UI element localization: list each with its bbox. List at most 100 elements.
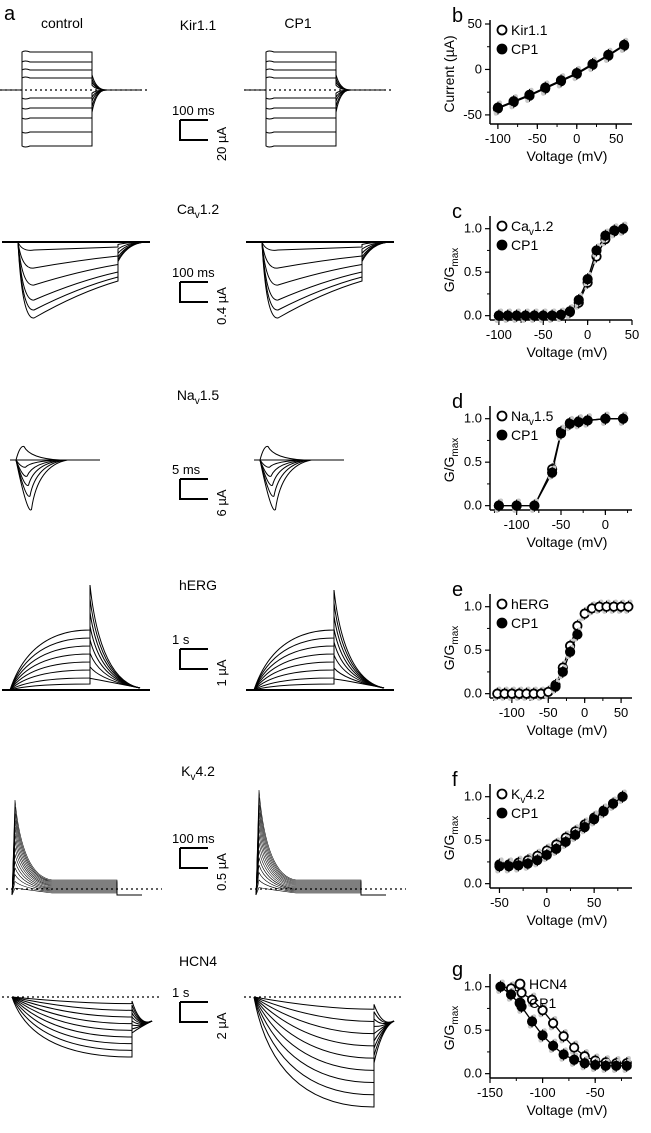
current-trace — [261, 241, 393, 251]
label-main: G/G — [441, 1025, 457, 1051]
label-main: HCN4 — [179, 953, 217, 969]
current-trace — [17, 241, 149, 311]
current-trace — [17, 241, 149, 251]
series-line — [554, 634, 578, 687]
data-point — [532, 855, 543, 866]
data-point — [618, 413, 629, 424]
current-trace — [255, 864, 386, 896]
x-tick-label: 0 — [581, 705, 588, 720]
data-point — [569, 1054, 580, 1065]
channel-label: Cav1.2 — [177, 201, 220, 221]
current-trace — [253, 996, 395, 1059]
x-tick-label: -50 — [539, 705, 558, 720]
label-main: Kir1.1 — [511, 22, 548, 38]
current-trace — [255, 827, 386, 896]
current-trace — [261, 241, 393, 311]
legend-marker — [514, 978, 526, 990]
current-trace — [253, 654, 385, 691]
y-axis-label: G/Gmax — [441, 816, 461, 861]
current-trace — [246, 76, 384, 91]
y-tick-label: 0 — [475, 61, 482, 76]
data-point — [522, 858, 533, 869]
legend-label: Kir1.1 — [511, 22, 548, 38]
data-point — [526, 1016, 538, 1027]
label-tail: 1.5 — [200, 387, 220, 403]
current-trace — [253, 641, 385, 691]
data-point — [621, 1060, 632, 1071]
legend-label: CP1 — [511, 237, 538, 253]
current-trace — [11, 887, 142, 896]
scale-bar-amplitude-label: 20 µA — [214, 127, 229, 162]
label-main: CP1 — [511, 615, 538, 631]
x-tick-label: 50 — [609, 131, 623, 146]
data-point — [548, 1018, 559, 1029]
current-trace — [246, 89, 384, 148]
current-trace — [9, 652, 141, 691]
current-trace — [253, 996, 395, 1047]
label-main: Ca — [511, 218, 529, 234]
legend-marker — [496, 24, 508, 36]
current-trace — [9, 584, 141, 691]
data-point — [547, 467, 558, 478]
data-point — [564, 306, 575, 317]
current-trace — [11, 996, 153, 1058]
y-tick-label: 0.5 — [464, 1022, 482, 1037]
legend-label: HCN4 — [529, 976, 567, 992]
current-trace — [259, 459, 312, 511]
legend-label: Nav1.5 — [511, 408, 554, 428]
label-subscript: max — [450, 438, 461, 457]
x-axis-label: Voltage (mV) — [527, 1102, 608, 1118]
legend-marker — [514, 997, 526, 1009]
current-trace — [259, 459, 309, 486]
series-line — [498, 418, 624, 507]
scale-bar-amplitude-label: 2 µA — [214, 1012, 229, 1039]
current-trace — [11, 880, 142, 896]
label-main: G/G — [441, 835, 457, 861]
label-subscript: v — [520, 795, 525, 806]
label-main: CP1 — [511, 237, 538, 253]
label-subscript: v — [195, 396, 200, 407]
current-trace — [253, 996, 395, 1024]
current-trace — [261, 241, 393, 301]
y-axis-label: G/Gmax — [441, 248, 461, 293]
label-main: Ca — [177, 201, 195, 217]
current-trace — [9, 625, 141, 691]
current-trace — [2, 89, 140, 110]
chart-g: g -150 -100 -50 0.0 0.5 1.0 Voltage (mV) G/Gmax H… — [441, 959, 632, 1118]
x-axis-label: Voltage (mV) — [527, 344, 608, 360]
data-point — [494, 861, 505, 872]
data-point — [600, 1060, 611, 1071]
label-tail: 1.5 — [534, 408, 554, 424]
current-trace — [255, 857, 386, 896]
current-trace — [255, 834, 386, 896]
scale-bar-amplitude-label: 1 µA — [214, 659, 229, 686]
scale-bar-time-label: 100 ms — [172, 103, 215, 118]
current-trace — [259, 445, 305, 461]
y-tick-label: 0.0 — [464, 308, 482, 323]
column-header-cp1: CP1 — [284, 15, 311, 31]
label-subscript: v — [529, 227, 534, 238]
x-tick-label: 50 — [587, 895, 601, 910]
current-trace — [261, 241, 393, 286]
current-trace — [11, 996, 153, 1025]
x-tick-label: -50 — [552, 517, 571, 532]
legend-label: hERG — [511, 596, 549, 612]
x-axis-label: Voltage (mV) — [527, 148, 608, 164]
data-point — [495, 981, 506, 992]
legend-label: CP1 — [511, 805, 538, 821]
legend-marker — [496, 598, 508, 610]
label-subscript: v — [529, 417, 534, 428]
current-trace — [253, 996, 395, 1035]
current-trace — [255, 842, 386, 896]
data-point — [600, 413, 611, 424]
current-trace — [261, 241, 393, 319]
label-main: HCN4 — [529, 976, 567, 992]
label-main: CP1 — [511, 805, 538, 821]
current-trace — [11, 847, 142, 896]
current-trace — [255, 797, 386, 896]
data-point — [492, 102, 503, 113]
legend-marker — [496, 239, 508, 251]
label-tail: 1.2 — [200, 201, 220, 217]
data-point — [529, 310, 540, 321]
